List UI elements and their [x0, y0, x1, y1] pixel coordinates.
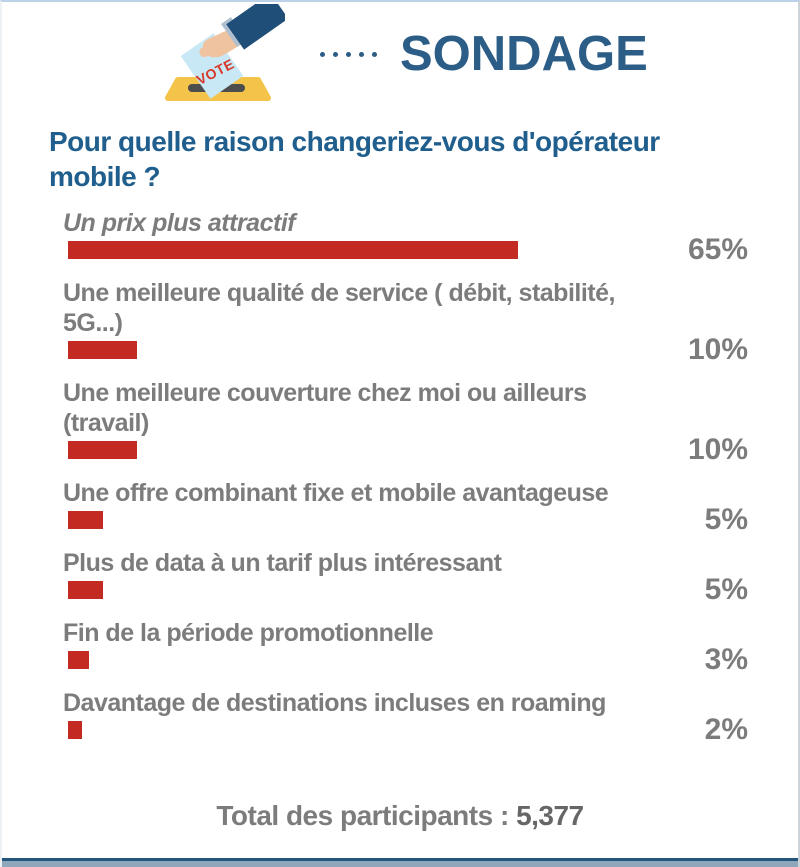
result-row: Une meilleure couverture chez moi ou ail… [63, 378, 748, 466]
result-row: Plus de data à un tarif plus intéressant… [63, 548, 748, 606]
total-participants: Total des participants : 5,377 [2, 800, 798, 832]
dots-decoration [320, 52, 377, 57]
option-label: Un prix plus attractif [63, 209, 296, 237]
result-bar [68, 511, 103, 529]
option-label: Plus de data à un tarif plus intéressant [63, 549, 502, 577]
bottom-border-line [2, 857, 798, 867]
option-label: Une meilleure couverture chez moi ou ail… [63, 379, 587, 437]
poll-header: VOTE SONDAGE [2, 2, 798, 114]
result-bar [68, 651, 89, 669]
poll-results-list: Un prix plus attractif 65% Une meilleure… [2, 208, 798, 746]
option-label: Davantage de destinations incluses en ro… [63, 689, 606, 717]
result-row: Une offre combinant fixe et mobile avant… [63, 478, 748, 536]
result-row: Fin de la période promotionnelle 3% [63, 618, 748, 676]
result-bar [68, 581, 103, 599]
result-bar [68, 241, 518, 259]
result-percentage: 3% [704, 643, 748, 676]
option-label: Une offre combinant fixe et mobile avant… [63, 479, 609, 507]
result-bar [68, 441, 138, 459]
result-bar [68, 721, 82, 739]
poll-question: Pour quelle raison changeriez-vous d'opé… [49, 126, 660, 192]
result-percentage: 5% [704, 573, 748, 606]
total-value: 5,377 [516, 800, 584, 831]
result-percentage: 5% [704, 503, 748, 536]
result-percentage: 10% [687, 333, 748, 366]
poll-title: SONDAGE [400, 27, 648, 81]
result-bar [68, 341, 138, 359]
result-percentage: 10% [687, 433, 748, 466]
result-percentage: 65% [687, 233, 748, 266]
result-row: Une meilleure qualité de service ( débit… [63, 278, 748, 366]
result-row: Davantage de destinations incluses en ro… [63, 688, 748, 746]
option-label: Une meilleure qualité de service ( débit… [63, 279, 615, 337]
ballot-box-vote-icon: VOTE [165, 4, 285, 101]
option-label: Fin de la période promotionnelle [63, 619, 434, 647]
result-row: Un prix plus attractif 65% [63, 208, 748, 266]
result-percentage: 2% [704, 713, 748, 746]
total-label: Total des participants : [216, 800, 509, 831]
